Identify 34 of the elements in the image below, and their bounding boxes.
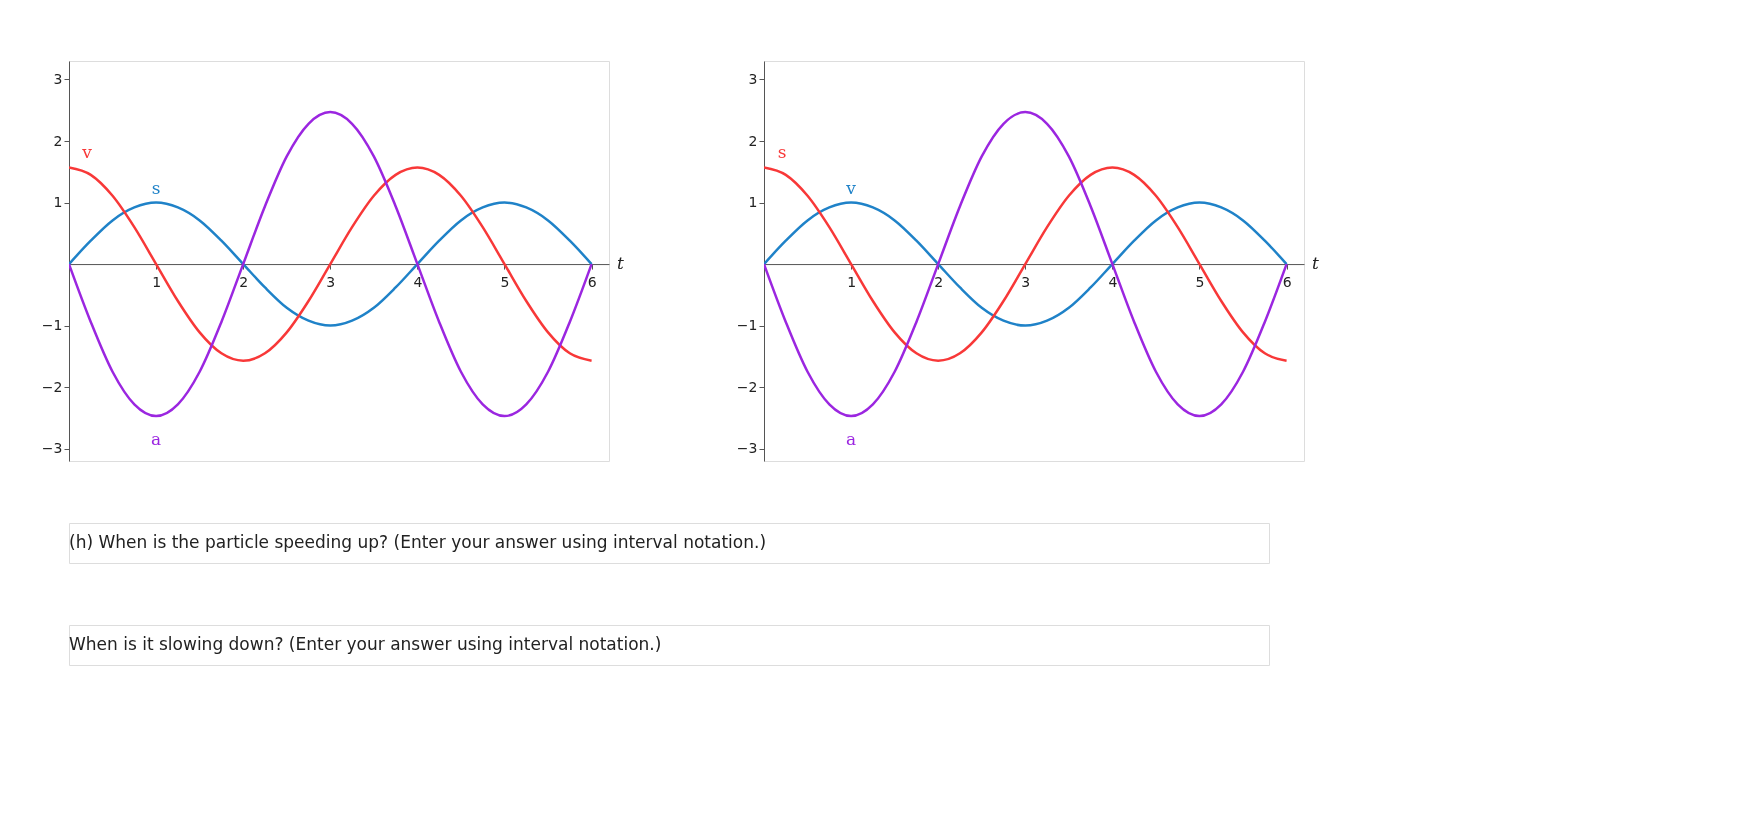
- x-tick-label: 5: [1195, 273, 1205, 290]
- y-tick-label: 2: [748, 132, 758, 149]
- x-tick-label: 2: [239, 273, 249, 290]
- series-label: a: [846, 429, 857, 450]
- series-label: v: [81, 142, 93, 163]
- x-tick-label: 6: [1282, 273, 1292, 290]
- y-tick-label: −1: [41, 317, 63, 334]
- x-tick-label: 3: [1021, 273, 1031, 290]
- text: (h) When is the particle speeding up? (Enter your answer using interval notation.): [69, 532, 767, 552]
- y-tick-label: 2: [53, 132, 63, 149]
- x-tick-label: 4: [1108, 273, 1118, 290]
- y-tick-label: 1: [53, 194, 63, 211]
- y-tick-label: 1: [748, 194, 758, 211]
- x-tick-label: 4: [413, 273, 423, 290]
- x-tick-label: 1: [152, 273, 162, 290]
- series-label: a: [151, 429, 162, 450]
- x-tick-label: 6: [587, 273, 597, 290]
- y-tick-label: −3: [41, 440, 63, 457]
- series-label: s: [151, 177, 161, 198]
- x-tick-label: 2: [934, 273, 944, 290]
- text: When is it slowing down? (Enter your answer using interval notation.): [69, 634, 662, 654]
- y-tick-label: 3: [53, 70, 63, 87]
- x-tick-label: 1: [847, 273, 857, 290]
- x-axis-title: t: [617, 253, 624, 274]
- x-axis-title: t: [1312, 253, 1319, 274]
- y-tick-label: −1: [736, 317, 758, 334]
- x-tick-label: 3: [326, 273, 336, 290]
- y-tick-label: −3: [736, 440, 758, 457]
- series-label: s: [777, 142, 787, 163]
- series-label: v: [845, 177, 857, 198]
- y-tick-label: −2: [736, 378, 758, 395]
- x-tick-label: 5: [500, 273, 510, 290]
- y-tick-label: −2: [41, 378, 63, 395]
- y-tick-label: 3: [748, 70, 758, 87]
